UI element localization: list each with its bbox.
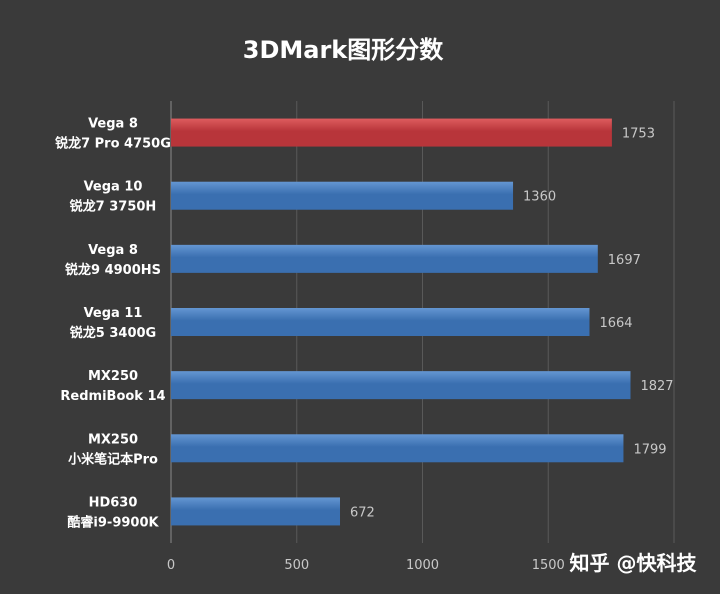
x-tick-label: 0 — [167, 558, 175, 573]
category-label: 锐龙7 3750H — [70, 199, 157, 215]
bar-highlight — [171, 118, 612, 147]
category-label: 酷睿i9-9900K — [67, 514, 159, 530]
category-label: HD630 — [89, 495, 138, 510]
data-label: 1360 — [523, 190, 556, 205]
x-tick-label: 500 — [284, 558, 309, 573]
category-label: MX250 — [88, 432, 138, 447]
data-label: 1827 — [640, 379, 673, 394]
bar — [171, 308, 590, 336]
bar — [171, 371, 631, 400]
data-label: 1697 — [608, 253, 641, 268]
x-tick-label: 1000 — [406, 558, 439, 573]
labels: 0 500 1000 1500 1753 Vega 8 锐龙7 Pro 4750G 1360 V… — [55, 117, 673, 573]
category-label: MX250 — [88, 369, 138, 384]
chart-title: 3DMark图形分数 — [243, 36, 444, 64]
category-label: 锐龙5 3400G — [70, 325, 156, 341]
bars — [171, 118, 631, 526]
data-label: 1799 — [633, 442, 666, 457]
bar — [171, 181, 514, 210]
category-label: Vega 8 — [88, 243, 138, 258]
category-label: RedmiBook 14 — [60, 389, 165, 404]
category-label: 锐龙9 4900HS — [65, 262, 161, 278]
bar — [171, 244, 598, 273]
watermark: 知乎 @快科技 — [570, 551, 698, 575]
category-label: 锐龙7 Pro 4750G — [55, 136, 171, 152]
x-tick-label: 1500 — [532, 558, 565, 573]
data-label: 1753 — [622, 127, 655, 142]
data-label: 672 — [350, 505, 375, 520]
category-label: Vega 10 — [84, 180, 143, 195]
category-label: 小米笔记本Pro — [68, 451, 158, 467]
bar — [171, 434, 624, 463]
category-label: Vega 8 — [88, 117, 138, 132]
category-label: Vega 11 — [84, 306, 143, 321]
bar — [171, 497, 341, 526]
data-label: 1664 — [599, 316, 632, 331]
